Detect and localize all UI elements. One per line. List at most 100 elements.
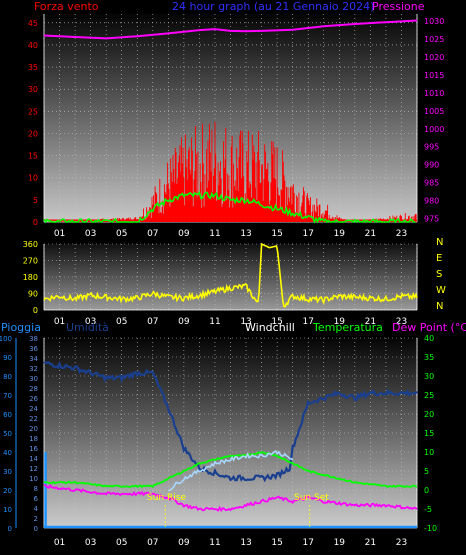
series-dew-point bbox=[43, 483, 418, 513]
x-tick-label: 01 bbox=[54, 229, 65, 239]
right-tick-label: 20 bbox=[424, 410, 434, 419]
x-tick-label: 11 bbox=[209, 229, 220, 239]
rain-tick-label: 70 bbox=[3, 392, 12, 400]
header-left-title: Forza vento bbox=[34, 0, 99, 13]
humidity-tick-label: 0 bbox=[34, 525, 38, 533]
humidity-tick-label: 16 bbox=[29, 445, 38, 453]
right-tick-label: 35 bbox=[424, 353, 434, 362]
left-tick-label: 15 bbox=[28, 152, 38, 161]
series-umidita bbox=[43, 360, 418, 483]
x-tick-label: 15 bbox=[271, 317, 282, 327]
right-tick-label: 995 bbox=[424, 143, 439, 152]
rain-tick-label: 50 bbox=[3, 430, 12, 438]
right-tick-label: -5 bbox=[424, 505, 432, 514]
left-tick-label: 25 bbox=[28, 107, 38, 116]
right-tick-label: 1010 bbox=[424, 89, 444, 98]
humidity-tick-label: 8 bbox=[34, 485, 38, 493]
right-tick-label: 990 bbox=[424, 161, 439, 170]
compass-label: S bbox=[436, 269, 442, 280]
rain-tick-label: 60 bbox=[3, 411, 12, 419]
x-tick-label: 17 bbox=[302, 317, 313, 327]
left-tick-label: 45 bbox=[28, 19, 38, 28]
rain-tick-label: 80 bbox=[3, 373, 12, 381]
humidity-tick-label: 22 bbox=[29, 415, 38, 423]
x-tick-label: 15 bbox=[271, 229, 282, 239]
legend-temperatura: Temperatura bbox=[312, 321, 383, 334]
humidity-tick-label: 14 bbox=[29, 455, 38, 463]
legend-windchill: Windchill bbox=[245, 321, 295, 334]
humidity-tick-label: 20 bbox=[29, 425, 38, 433]
x-tick-label: 03 bbox=[85, 538, 96, 548]
x-tick-label: 05 bbox=[116, 317, 127, 327]
left-tick-label: 0 bbox=[33, 218, 38, 227]
series-pressione bbox=[43, 19, 418, 40]
compass-label: E bbox=[436, 253, 442, 264]
header-center-title: 24 hour graph (au 21 Gennaio 2024) bbox=[172, 0, 374, 13]
x-tick-label: 13 bbox=[240, 229, 251, 239]
left-tick-label: 40 bbox=[28, 41, 38, 50]
right-tick-label: 1005 bbox=[424, 107, 444, 116]
right-tick-label: 1030 bbox=[424, 17, 444, 26]
x-tick-label: 23 bbox=[396, 538, 407, 548]
rain-tick-label: 30 bbox=[3, 468, 12, 476]
x-tick-label: 09 bbox=[178, 229, 190, 239]
rain-tick-label: 0 bbox=[8, 525, 12, 533]
right-tick-label: 15 bbox=[424, 429, 434, 438]
panel3-plot-area bbox=[44, 338, 417, 528]
x-tick-label: 21 bbox=[365, 538, 376, 548]
humidity-tick-label: 26 bbox=[29, 395, 38, 403]
series-direzione bbox=[43, 242, 418, 308]
left-tick-label: 180 bbox=[23, 273, 38, 282]
compass-label: N bbox=[436, 237, 443, 248]
right-tick-label: 1020 bbox=[424, 53, 444, 62]
x-tick-label: 13 bbox=[240, 538, 251, 548]
x-tick-label: 07 bbox=[147, 229, 158, 239]
right-tick-label: 980 bbox=[424, 196, 439, 205]
x-tick-label: 19 bbox=[334, 317, 346, 327]
humidity-tick-label: 12 bbox=[29, 465, 38, 473]
x-tick-label: 07 bbox=[147, 317, 158, 327]
right-tick-label: 10 bbox=[424, 448, 434, 457]
humidity-tick-label: 38 bbox=[29, 335, 38, 343]
left-tick-label: 20 bbox=[28, 129, 38, 138]
legend-umidita: Umidità bbox=[66, 321, 109, 334]
humidity-tick-label: 2 bbox=[34, 515, 38, 523]
annotation-sun-rise: Sun Rise bbox=[147, 493, 186, 503]
right-tick-label: 1015 bbox=[424, 71, 444, 80]
x-tick-label: 11 bbox=[209, 317, 220, 327]
humidity-tick-label: 36 bbox=[29, 345, 38, 353]
left-tick-label: 35 bbox=[28, 63, 38, 72]
series-vento-medio bbox=[43, 190, 416, 224]
right-tick-label: 40 bbox=[424, 334, 434, 343]
x-tick-label: 11 bbox=[209, 538, 220, 548]
humidity-tick-label: 4 bbox=[34, 505, 39, 513]
x-tick-label: 21 bbox=[365, 229, 376, 239]
x-tick-label: 05 bbox=[116, 538, 127, 548]
rain-tick-label: 100 bbox=[0, 335, 12, 343]
x-tick-label: 17 bbox=[302, 229, 313, 239]
left-tick-label: 90 bbox=[28, 290, 38, 299]
x-tick-label: 09 bbox=[178, 538, 190, 548]
right-tick-label: 0 bbox=[424, 486, 429, 495]
x-tick-label: 17 bbox=[302, 538, 313, 548]
humidity-tick-label: 6 bbox=[34, 495, 39, 503]
rain-tick-label: 90 bbox=[3, 354, 12, 362]
humidity-tick-label: 34 bbox=[29, 355, 38, 363]
x-tick-label: 15 bbox=[271, 538, 282, 548]
left-tick-label: 270 bbox=[23, 257, 38, 266]
rain-tick-label: 40 bbox=[3, 449, 12, 457]
left-tick-label: 0 bbox=[33, 306, 38, 315]
left-tick-label: 30 bbox=[28, 85, 38, 94]
right-tick-label: -10 bbox=[424, 524, 437, 533]
annotation-sun-set: Sun Set bbox=[294, 493, 329, 503]
humidity-tick-label: 28 bbox=[29, 385, 38, 393]
legend-dew-point: Dew Point (°C) bbox=[392, 321, 466, 334]
right-tick-label: 1000 bbox=[424, 125, 444, 134]
legend-pioggia: Pioggia bbox=[1, 321, 41, 334]
x-tick-label: 21 bbox=[365, 317, 376, 327]
rain-tick-label: 20 bbox=[3, 487, 12, 495]
humidity-tick-label: 10 bbox=[29, 475, 38, 483]
right-tick-label: 1025 bbox=[424, 35, 444, 44]
series-temperatura bbox=[43, 451, 418, 489]
